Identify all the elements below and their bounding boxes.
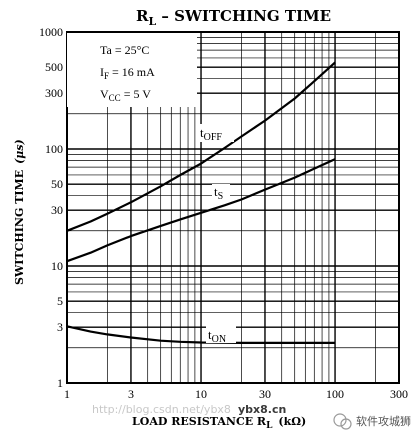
wechat-icon-inner [340,418,352,430]
conditions-box [67,33,197,107]
grid [66,31,400,384]
y-tick-label: 5 [57,294,63,308]
x-tick-label: 100 [326,387,344,401]
watermark-url: http://blog.csdn.net/ybx8 [92,403,231,416]
series-line-toff [66,61,336,232]
series-label-ton: tON [208,327,226,345]
y-tick-label: 1 [57,376,63,390]
x-axis-label: LOAD RESISTANCE RL (kΩ) [132,415,306,431]
wechat-icon [333,413,347,427]
tick-labels: 1 3 10 30 100 300 1 3 5 10 30 50 100 300 500 1000 [39,25,408,401]
y-tick-label: 100 [45,142,63,156]
y-tick-label: 50 [51,177,63,191]
label-bg-ton [206,326,236,343]
plot-frame [66,31,400,384]
chart-title-main: R [136,7,149,25]
x-tick-label: 30 [259,387,271,401]
condition-vcc: VCC = 5 V [100,87,151,103]
series-line-ts [66,158,336,263]
y-tick-label: 300 [45,86,63,100]
watermark-mid: ybx8.cn [238,403,286,416]
y-tick-label: 500 [45,60,63,74]
series [66,61,336,344]
series-label-ts: tS [214,184,223,202]
y-axis-label: SWITCHING TIME(μs) [13,139,26,285]
watermark-right: 软件攻城狮 [333,413,411,430]
condition-if: IF = 16 mA [100,65,155,81]
x-tick-label: 10 [195,387,207,401]
y-tick-label: 10 [51,259,63,273]
x-tick-label: 1 [64,387,70,401]
x-tick-label: 300 [390,387,408,401]
series-line-ton [66,325,336,344]
y-tick-label: 30 [51,203,63,217]
y-tick-label: 3 [57,320,63,334]
condition-ta: Ta = 25°C [100,43,149,57]
x-tick-label: 3 [128,387,134,401]
watermark-right-text: 软件攻城狮 [356,414,411,428]
label-bg-ts [212,184,230,202]
chart-title-rest: – SWITCHING TIME [156,7,331,25]
watermark-mid-bg [232,400,294,417]
chart-title: RL – SWITCHING TIME [136,7,331,28]
chart-title-sub: L [148,15,156,28]
label-bg-toff [198,124,234,142]
y-tick-label: 1000 [39,25,63,39]
series-label-toff: tOFF [200,125,222,143]
